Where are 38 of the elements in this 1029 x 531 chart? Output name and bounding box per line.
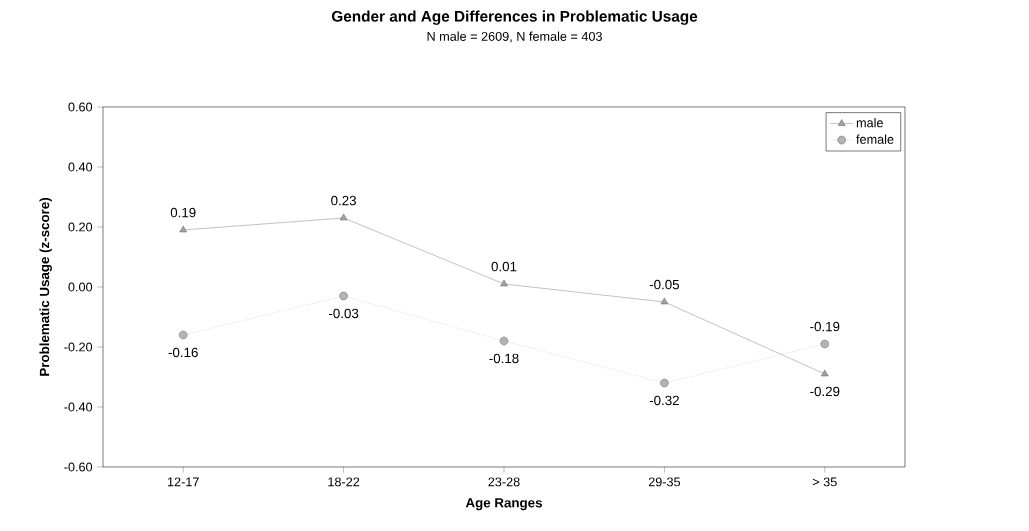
x-tick-label: > 35 [812,477,837,487]
point [660,297,669,305]
point [179,225,187,233]
point [339,213,348,221]
point [178,330,188,340]
data-label: -0.29 [810,386,840,397]
y-tick-label: 0.00 [68,282,93,292]
x-tick-label: 12-17 [167,477,199,487]
y-tick-label: 0.60 [68,102,93,112]
x-axis-title: Age Ranges [465,498,542,511]
x-tick-label: 18-22 [328,477,360,487]
data-label: -0.05 [649,279,680,290]
data-label: 0.23 [331,195,356,206]
point [339,291,348,301]
y-tick-label: 0.20 [68,222,93,232]
chart-subtitle: N male = 2609, N female = 403 [427,31,602,43]
data-label: 0.19 [170,207,196,218]
x-tick-label: 23-28 [488,477,520,487]
point [500,279,508,287]
y-axis-title: Problematic Usage (z-score) [39,198,52,376]
legend-label: male [856,117,883,128]
data-label: -0.18 [489,353,519,364]
y-tick-label: -0.60 [64,462,93,472]
point [499,336,509,346]
point [660,378,669,388]
legend-label: female [856,134,894,144]
y-tick-label: -0.20 [64,342,93,352]
data-label: -0.03 [328,308,359,319]
data-label: -0.19 [810,321,840,332]
data-label: -0.16 [168,347,198,358]
y-tick-label: 0.40 [68,162,93,172]
point [821,369,829,377]
y-tick-label: -0.40 [64,402,93,412]
data-label: 0.01 [491,261,517,272]
point [820,339,830,349]
data-label: -0.32 [649,395,679,406]
x-tick-label: 29-35 [648,477,681,487]
chart-title: Gender and Age Differences in Problematic Usage [331,10,698,25]
